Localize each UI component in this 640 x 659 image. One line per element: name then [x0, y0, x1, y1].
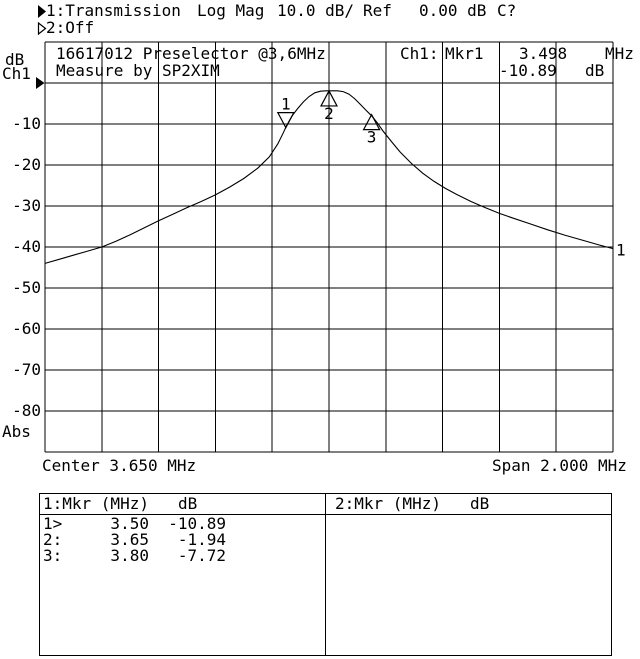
readout-level-unit: dB [585, 61, 605, 80]
y-axis-label: -70 [12, 360, 41, 379]
marker-triangle-icon [362, 113, 381, 131]
marker-number-label: 1 [281, 95, 291, 114]
marker-triangle-icon [320, 89, 338, 107]
trace2-status: 2:Off [46, 18, 95, 37]
readout-level-value: -10.89 [499, 61, 557, 80]
ref-value: 0.00 dB [419, 1, 487, 20]
marker-table-divider [325, 494, 326, 655]
y-axis-label: -50 [12, 278, 41, 297]
y-axis-unit: dB [5, 50, 25, 69]
y-axis-label: -40 [12, 237, 41, 256]
graticule-title-line2: Measure by SP2XIM [56, 61, 220, 80]
marker-number-label: 2 [324, 104, 334, 123]
y-axis-label: -10 [12, 114, 41, 133]
y-axis-bottom-label: Abs [2, 422, 31, 441]
trace1-scale: 10.0 dB/ [277, 1, 355, 20]
trace-end-label: 1 [616, 241, 626, 260]
marker-table-right-unit: dB [470, 494, 490, 513]
marker-table-left-title: 1:Mkr (MHz) [43, 494, 149, 513]
ref-label: Ref [363, 1, 392, 20]
active-marker-triangle-icon [276, 112, 295, 129]
inactive-trace-marker-icon [37, 22, 47, 36]
center-frequency-label: Center 3.650 MHz [42, 456, 197, 475]
span-frequency-label: Span 2.000 MHz [492, 456, 627, 475]
y-axis-label: -80 [12, 401, 41, 420]
y-axis-label: -20 [12, 155, 41, 174]
y-axis-label: -60 [12, 319, 41, 338]
trace1-status: 1:Transmission [46, 1, 181, 20]
graticule-title-line1: 16617012 Preselector @3,6MHz [56, 44, 326, 63]
y-axis-channel: Ch1 [2, 64, 31, 83]
readout-marker: Mkr1 [445, 44, 484, 63]
marker-table-left-unit: dB [178, 494, 198, 513]
marker-table-row: 2: 3.65 -1.94 [43, 530, 227, 549]
readout-freq-value: 3.498 [519, 44, 568, 63]
active-trace-marker-icon [38, 5, 46, 18]
cal-status: C? [497, 1, 517, 20]
readout-channel: Ch1: [400, 44, 439, 63]
marker-table-row: 1> 3.50 -10.89 [43, 514, 227, 533]
marker-table-row: 3: 3.80 -7.72 [43, 546, 227, 565]
marker-table-header-rule [40, 514, 611, 515]
trace1-format: Log Mag [197, 1, 265, 20]
y-axis-label: -30 [12, 196, 41, 215]
marker-table-right-title: 2:Mkr (MHz) [335, 494, 441, 513]
marker-table [39, 493, 612, 656]
readout-freq-unit: MHz [605, 44, 634, 63]
marker-number-label: 3 [367, 128, 377, 147]
reference-level-arrow-icon [36, 77, 45, 89]
